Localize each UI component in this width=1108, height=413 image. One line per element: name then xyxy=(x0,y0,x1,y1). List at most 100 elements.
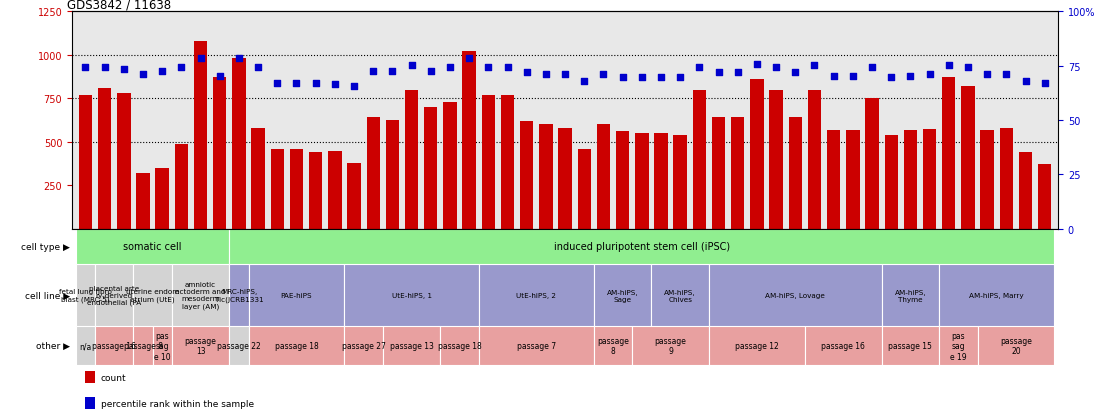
Bar xyxy=(808,90,821,229)
Bar xyxy=(386,121,399,229)
Point xyxy=(307,80,325,87)
Text: passage 18: passage 18 xyxy=(438,342,482,350)
Bar xyxy=(597,125,611,229)
Point xyxy=(671,75,689,82)
Text: AM-hiPS, Lovage: AM-hiPS, Lovage xyxy=(766,292,825,298)
Text: passage 22: passage 22 xyxy=(217,342,260,350)
Bar xyxy=(383,326,440,366)
Point xyxy=(1036,80,1054,87)
Point xyxy=(346,84,363,90)
Text: somatic cell: somatic cell xyxy=(123,242,182,252)
Bar xyxy=(229,229,1055,264)
Bar xyxy=(711,118,726,229)
Bar xyxy=(443,102,456,229)
Point xyxy=(960,64,977,71)
Point xyxy=(633,75,650,82)
Text: AM-hiPS,
Thyme: AM-hiPS, Thyme xyxy=(894,289,926,302)
Text: passage 7: passage 7 xyxy=(516,342,556,350)
Bar xyxy=(175,144,188,229)
Bar xyxy=(635,134,648,229)
Point xyxy=(76,64,94,71)
Point xyxy=(480,64,497,71)
Bar xyxy=(347,163,361,229)
Bar xyxy=(804,326,882,366)
Bar xyxy=(731,118,745,229)
Bar xyxy=(479,326,594,366)
Bar xyxy=(882,326,940,366)
Point xyxy=(863,64,881,71)
Point xyxy=(537,71,555,78)
Point xyxy=(767,64,784,71)
Point xyxy=(402,63,420,69)
Bar xyxy=(865,99,879,229)
Bar xyxy=(940,264,1055,326)
Bar xyxy=(404,90,419,229)
Point xyxy=(326,82,343,88)
Bar xyxy=(594,264,652,326)
Bar xyxy=(540,125,553,229)
Bar xyxy=(709,264,882,326)
Bar xyxy=(213,78,226,229)
Bar xyxy=(98,89,111,229)
Bar xyxy=(248,264,345,326)
Bar xyxy=(133,264,172,326)
Point xyxy=(441,64,459,71)
Text: passage
13: passage 13 xyxy=(185,336,216,356)
Bar xyxy=(750,80,763,229)
Bar xyxy=(884,135,897,229)
Bar xyxy=(75,229,229,264)
Point xyxy=(921,71,938,78)
Bar xyxy=(424,108,438,229)
Bar xyxy=(229,326,248,366)
Bar xyxy=(577,150,591,229)
Bar xyxy=(172,264,229,326)
Bar xyxy=(290,150,304,229)
Point xyxy=(230,56,248,62)
Point xyxy=(134,71,152,78)
Text: passage 12: passage 12 xyxy=(735,342,779,350)
Text: pas
sag
e 19: pas sag e 19 xyxy=(950,331,966,361)
Bar xyxy=(789,118,802,229)
Point xyxy=(787,70,804,76)
Bar xyxy=(233,59,246,229)
Text: fetal lung fibro
blast (MRC-5): fetal lung fibro blast (MRC-5) xyxy=(59,289,112,302)
Bar xyxy=(95,326,133,366)
Bar xyxy=(594,326,633,366)
Bar xyxy=(136,174,150,229)
Bar xyxy=(1038,165,1051,229)
Point xyxy=(902,73,920,80)
Bar xyxy=(172,326,229,366)
Bar xyxy=(981,131,994,229)
Bar xyxy=(942,78,955,229)
Bar xyxy=(769,90,783,229)
Point xyxy=(729,70,747,76)
Point xyxy=(940,63,957,69)
Point xyxy=(653,75,670,82)
Text: passage 13: passage 13 xyxy=(390,342,433,350)
Bar xyxy=(133,326,153,366)
Bar xyxy=(482,96,495,229)
Point xyxy=(978,71,996,78)
Text: AM-hiPS,
Sage: AM-hiPS, Sage xyxy=(607,289,638,302)
Point xyxy=(575,78,593,85)
Bar xyxy=(309,153,322,229)
Text: passage
20: passage 20 xyxy=(1001,336,1032,356)
Text: passage 18: passage 18 xyxy=(275,342,318,350)
Bar xyxy=(367,118,380,229)
Text: passage 15: passage 15 xyxy=(889,342,932,350)
Bar xyxy=(709,326,804,366)
Point xyxy=(844,73,862,80)
Text: n/a: n/a xyxy=(80,342,92,350)
Point xyxy=(115,66,133,73)
Bar xyxy=(1019,153,1033,229)
Bar xyxy=(328,151,341,229)
Point xyxy=(211,73,228,80)
Bar xyxy=(153,326,172,366)
Text: pas
sag
e 10: pas sag e 10 xyxy=(154,331,171,361)
Point xyxy=(192,56,209,62)
Text: cell type ▶: cell type ▶ xyxy=(21,242,70,251)
Bar xyxy=(85,397,95,409)
Point xyxy=(690,64,708,71)
Point xyxy=(288,80,306,87)
Bar xyxy=(827,131,840,229)
